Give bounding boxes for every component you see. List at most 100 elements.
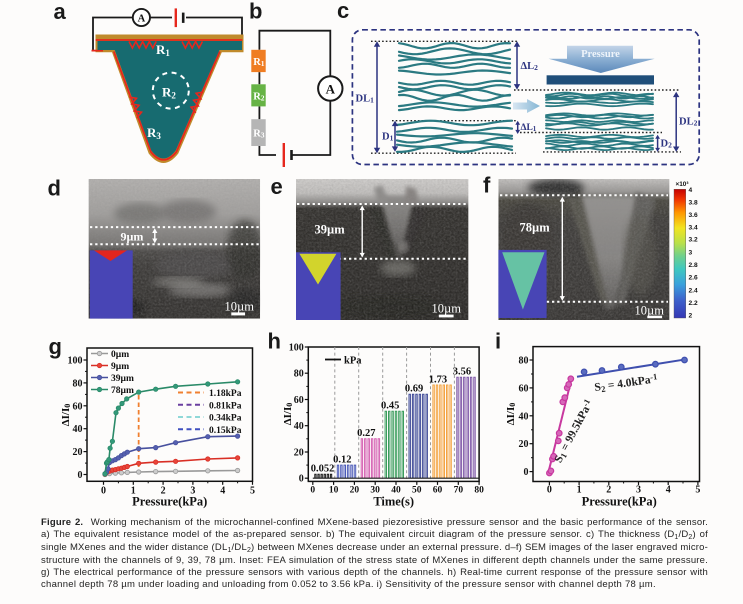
svg-text:0µm: 0µm [111, 350, 129, 360]
svg-text:R2: R2 [253, 92, 265, 103]
svg-text:10: 10 [329, 486, 339, 496]
svg-text:0.052: 0.052 [311, 464, 335, 475]
svg-text:10µm: 10µm [635, 304, 665, 318]
svg-text:0.45: 0.45 [381, 401, 399, 412]
svg-text:39µm: 39µm [111, 374, 134, 384]
svg-text:5: 5 [250, 486, 255, 497]
svg-text:×10³: ×10³ [676, 181, 689, 188]
svg-text:2: 2 [161, 486, 166, 497]
svg-text:0.12: 0.12 [333, 454, 351, 465]
svg-text:2.8: 2.8 [689, 262, 698, 269]
svg-text:78µm: 78µm [111, 386, 134, 396]
svg-text:20: 20 [294, 447, 304, 458]
svg-text:50: 50 [412, 486, 422, 496]
svg-text:1: 1 [577, 485, 582, 496]
svg-text:3.6: 3.6 [689, 212, 698, 219]
svg-text:DL2: DL2 [679, 117, 698, 128]
svg-text:0: 0 [547, 485, 552, 496]
svg-text:ΔL2: ΔL2 [521, 61, 539, 72]
svg-text:e: e [271, 174, 283, 199]
svg-text:f: f [483, 173, 491, 198]
svg-text:0: 0 [524, 467, 529, 478]
svg-text:0: 0 [299, 474, 304, 485]
svg-text:A: A [326, 81, 336, 96]
svg-text:4: 4 [220, 486, 225, 497]
svg-text:3.4: 3.4 [689, 225, 698, 232]
svg-text:b: b [249, 0, 262, 24]
svg-text:Pressure(kPa): Pressure(kPa) [582, 495, 657, 509]
svg-text:ΔI/I0: ΔI/I0 [282, 403, 294, 426]
svg-text:kPa: kPa [344, 356, 362, 367]
svg-text:0.27: 0.27 [357, 428, 375, 439]
svg-text:60: 60 [73, 401, 83, 412]
svg-text:4: 4 [689, 187, 693, 194]
svg-text:3: 3 [190, 486, 195, 497]
svg-text:Time(s): Time(s) [373, 495, 414, 509]
svg-text:0: 0 [310, 486, 315, 496]
svg-text:0.69: 0.69 [405, 384, 423, 395]
svg-text:2.6: 2.6 [689, 275, 698, 282]
svg-text:0: 0 [78, 470, 83, 481]
svg-text:40: 40 [391, 486, 401, 496]
svg-text:40: 40 [519, 411, 529, 422]
svg-text:3.2: 3.2 [689, 237, 698, 244]
svg-text:2: 2 [689, 313, 693, 320]
svg-text:0.34kPa: 0.34kPa [209, 414, 242, 424]
svg-text:0: 0 [101, 486, 106, 497]
svg-text:ΔI/I0: ΔI/I0 [60, 404, 72, 427]
svg-text:R1: R1 [253, 57, 265, 68]
svg-text:c: c [337, 0, 349, 23]
svg-text:60: 60 [519, 383, 529, 394]
svg-text:R3: R3 [253, 129, 265, 140]
svg-text:10µm: 10µm [225, 300, 255, 314]
svg-text:20: 20 [350, 486, 360, 496]
svg-text:3.8: 3.8 [689, 199, 698, 206]
svg-text:40: 40 [73, 424, 83, 435]
svg-text:i: i [495, 329, 501, 354]
svg-text:A: A [138, 13, 146, 24]
svg-text:Pressure(kPa): Pressure(kPa) [132, 495, 207, 509]
svg-text:5: 5 [695, 485, 700, 496]
svg-text:S2 = 4.0kPa-1: S2 = 4.0kPa-1 [594, 372, 659, 395]
svg-text:70: 70 [454, 486, 464, 496]
svg-text:10µm: 10µm [432, 302, 462, 316]
svg-text:60: 60 [294, 395, 304, 406]
svg-text:100: 100 [68, 356, 83, 367]
svg-text:Pressure: Pressure [581, 49, 620, 60]
svg-text:h: h [268, 329, 281, 354]
svg-text:D2: D2 [661, 139, 673, 150]
svg-text:g: g [49, 334, 62, 359]
svg-text:39µm: 39µm [315, 223, 346, 237]
svg-text:60: 60 [433, 486, 443, 496]
svg-text:9µm: 9µm [121, 230, 144, 244]
svg-text:1: 1 [131, 486, 136, 497]
svg-text:2.2: 2.2 [689, 300, 698, 307]
svg-text:40: 40 [294, 421, 304, 432]
svg-text:ΔL1: ΔL1 [521, 123, 537, 133]
svg-text:4: 4 [666, 485, 671, 496]
svg-text:ΔI/I0: ΔI/I0 [505, 403, 517, 426]
svg-text:DL1: DL1 [356, 94, 375, 105]
svg-text:30: 30 [370, 486, 380, 496]
svg-text:78µm: 78µm [520, 221, 551, 235]
svg-text:80: 80 [73, 378, 83, 389]
svg-text:a: a [54, 0, 67, 24]
svg-text:2.4: 2.4 [689, 288, 698, 295]
svg-text:1.18kPa: 1.18kPa [209, 389, 242, 399]
svg-text:9µm: 9µm [111, 362, 129, 372]
svg-text:20: 20 [73, 447, 83, 458]
svg-text:0.81kPa: 0.81kPa [209, 401, 242, 411]
svg-text:d: d [48, 176, 61, 201]
svg-text:3.56: 3.56 [453, 367, 471, 378]
svg-text:3: 3 [636, 485, 641, 496]
svg-text:80: 80 [294, 369, 304, 380]
svg-text:80: 80 [519, 356, 529, 367]
svg-text:3: 3 [689, 250, 693, 257]
svg-text:0.15kPa: 0.15kPa [209, 426, 242, 436]
svg-text:80: 80 [474, 486, 484, 496]
svg-text:D1: D1 [382, 132, 394, 143]
svg-text:2: 2 [606, 485, 611, 496]
svg-text:20: 20 [519, 439, 529, 450]
svg-text:100: 100 [289, 343, 304, 354]
svg-text:1.73: 1.73 [429, 374, 447, 385]
